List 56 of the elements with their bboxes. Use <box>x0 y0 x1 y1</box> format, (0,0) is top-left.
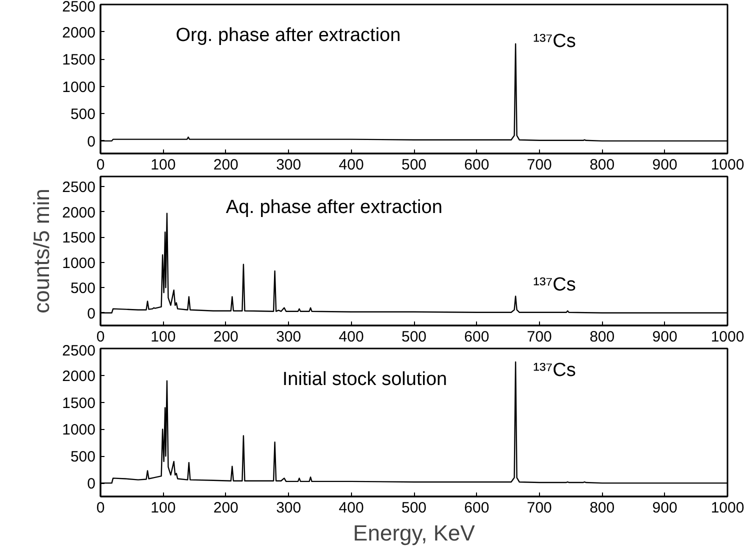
y-tick-label: 2000 <box>62 24 96 42</box>
annotation: ¹³⁷Cs <box>533 360 576 382</box>
x-tick-label: 300 <box>276 328 302 346</box>
x-tick-label: 1000 <box>710 156 744 174</box>
x-tick-label: 800 <box>590 156 615 174</box>
y-tick-label: 0 <box>87 305 96 322</box>
y-tick-label: 500 <box>70 448 96 466</box>
text: Initial stock solution <box>282 368 448 390</box>
x-tick-label: 300 <box>276 156 302 174</box>
y-tick-label: 0 <box>87 133 96 150</box>
y-tick-label: 1000 <box>62 422 96 439</box>
annotation: ¹³⁷Cs <box>533 274 576 296</box>
x-tick-label: 1000 <box>710 500 744 516</box>
y-tick-label: 2500 <box>62 179 96 196</box>
y-tick-label: 2500 <box>62 0 96 16</box>
x-tick-label: 900 <box>652 156 678 174</box>
x-tick-label: 700 <box>526 328 552 346</box>
x-tick-label: 800 <box>590 328 615 346</box>
y-tick-label: 0 <box>87 476 96 493</box>
x-tick-label: 700 <box>526 156 552 174</box>
x-tick-label: 600 <box>464 156 490 174</box>
x-tick-label: 100 <box>150 500 176 516</box>
x-tick-label: 600 <box>464 500 490 516</box>
x-tick-label: 100 <box>150 156 176 174</box>
x-tick-label: 700 <box>526 500 552 516</box>
x-tick-label: 500 <box>401 500 427 516</box>
y-tick-label: 2000 <box>62 368 96 385</box>
x-tick-label: 400 <box>338 328 364 346</box>
y-tick-label: 2000 <box>62 204 96 222</box>
x-tick-label: 500 <box>401 328 427 346</box>
y-tick-label: 1500 <box>62 52 96 69</box>
y-tick-label: 500 <box>70 106 96 124</box>
y-tick-label: 500 <box>70 280 96 298</box>
x-tick-label: 400 <box>338 156 364 174</box>
y-axis-title: counts/5 min <box>29 188 54 314</box>
y-tick-label: 1500 <box>62 230 96 247</box>
x-axis-title: Energy, KeV <box>353 520 476 546</box>
y-tick-label: 1000 <box>62 78 96 96</box>
x-tick-label: 1000 <box>710 328 744 346</box>
x-tick-label: 400 <box>338 500 364 516</box>
text: Org. phase after extraction <box>176 25 401 46</box>
x-tick-label: 200 <box>213 328 238 346</box>
text: Aq. phase after extraction <box>226 197 442 218</box>
x-tick-label: 100 <box>150 328 176 346</box>
y-tick-label: 1500 <box>62 394 96 412</box>
y-tick-label: 2500 <box>62 342 96 360</box>
x-tick-label: 200 <box>213 156 238 174</box>
x-tick-label: 900 <box>652 328 678 346</box>
x-tick-label: 500 <box>401 156 427 174</box>
x-tick-label: 600 <box>464 328 490 346</box>
x-tick-label: 800 <box>590 500 615 516</box>
annotation: ¹³⁷Cs <box>533 31 576 52</box>
x-tick-label: 300 <box>276 500 302 516</box>
y-tick-label: 1000 <box>62 254 96 272</box>
x-tick-label: 900 <box>652 500 678 516</box>
x-tick-label: 200 <box>213 500 238 516</box>
